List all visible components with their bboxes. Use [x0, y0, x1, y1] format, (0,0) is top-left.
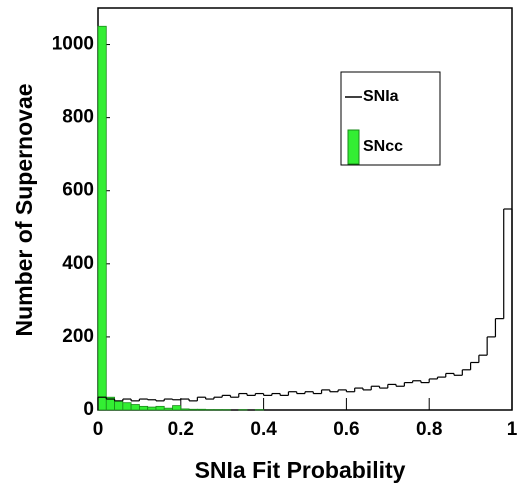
hist-bar: [114, 400, 124, 411]
x-tick-label: 0.8: [416, 419, 442, 440]
x-tick-label: 0.2: [168, 419, 194, 440]
y-tick-label: 0: [83, 399, 94, 420]
x-tick-label: 0.6: [333, 419, 359, 440]
y-axis-title: Number of Supernovae: [11, 83, 37, 336]
hist-bar: [130, 404, 140, 411]
y-tick-label: 1000: [52, 34, 94, 55]
hist-bar: [172, 405, 182, 411]
x-tick-label: 1: [507, 419, 517, 440]
hist-bar: [188, 408, 198, 411]
y-tick-label: 200: [62, 326, 94, 347]
hist-bar: [97, 25, 107, 411]
hist-bar: [122, 402, 132, 411]
x-tick-label: 0: [93, 419, 104, 440]
legend-label: SNcc: [363, 138, 403, 155]
hist-bar: [180, 408, 190, 411]
x-tick-label: 0.4: [250, 419, 277, 440]
hist-bar: [163, 407, 173, 411]
hist-bar: [155, 405, 165, 411]
hist-bar: [147, 406, 157, 411]
legend-swatch: [347, 129, 360, 165]
hist-bar: [138, 405, 149, 411]
y-tick-label: 800: [62, 107, 94, 128]
legend: SNIa SNcc: [340, 71, 441, 166]
plot-frame: [97, 7, 513, 411]
hist-bar: [196, 408, 207, 411]
legend-label: SNIa: [363, 88, 399, 105]
x-axis-title: SNIa Fit Probability: [195, 457, 406, 483]
y-tick-label: 600: [62, 180, 94, 201]
y-tick-label: 400: [62, 253, 94, 274]
